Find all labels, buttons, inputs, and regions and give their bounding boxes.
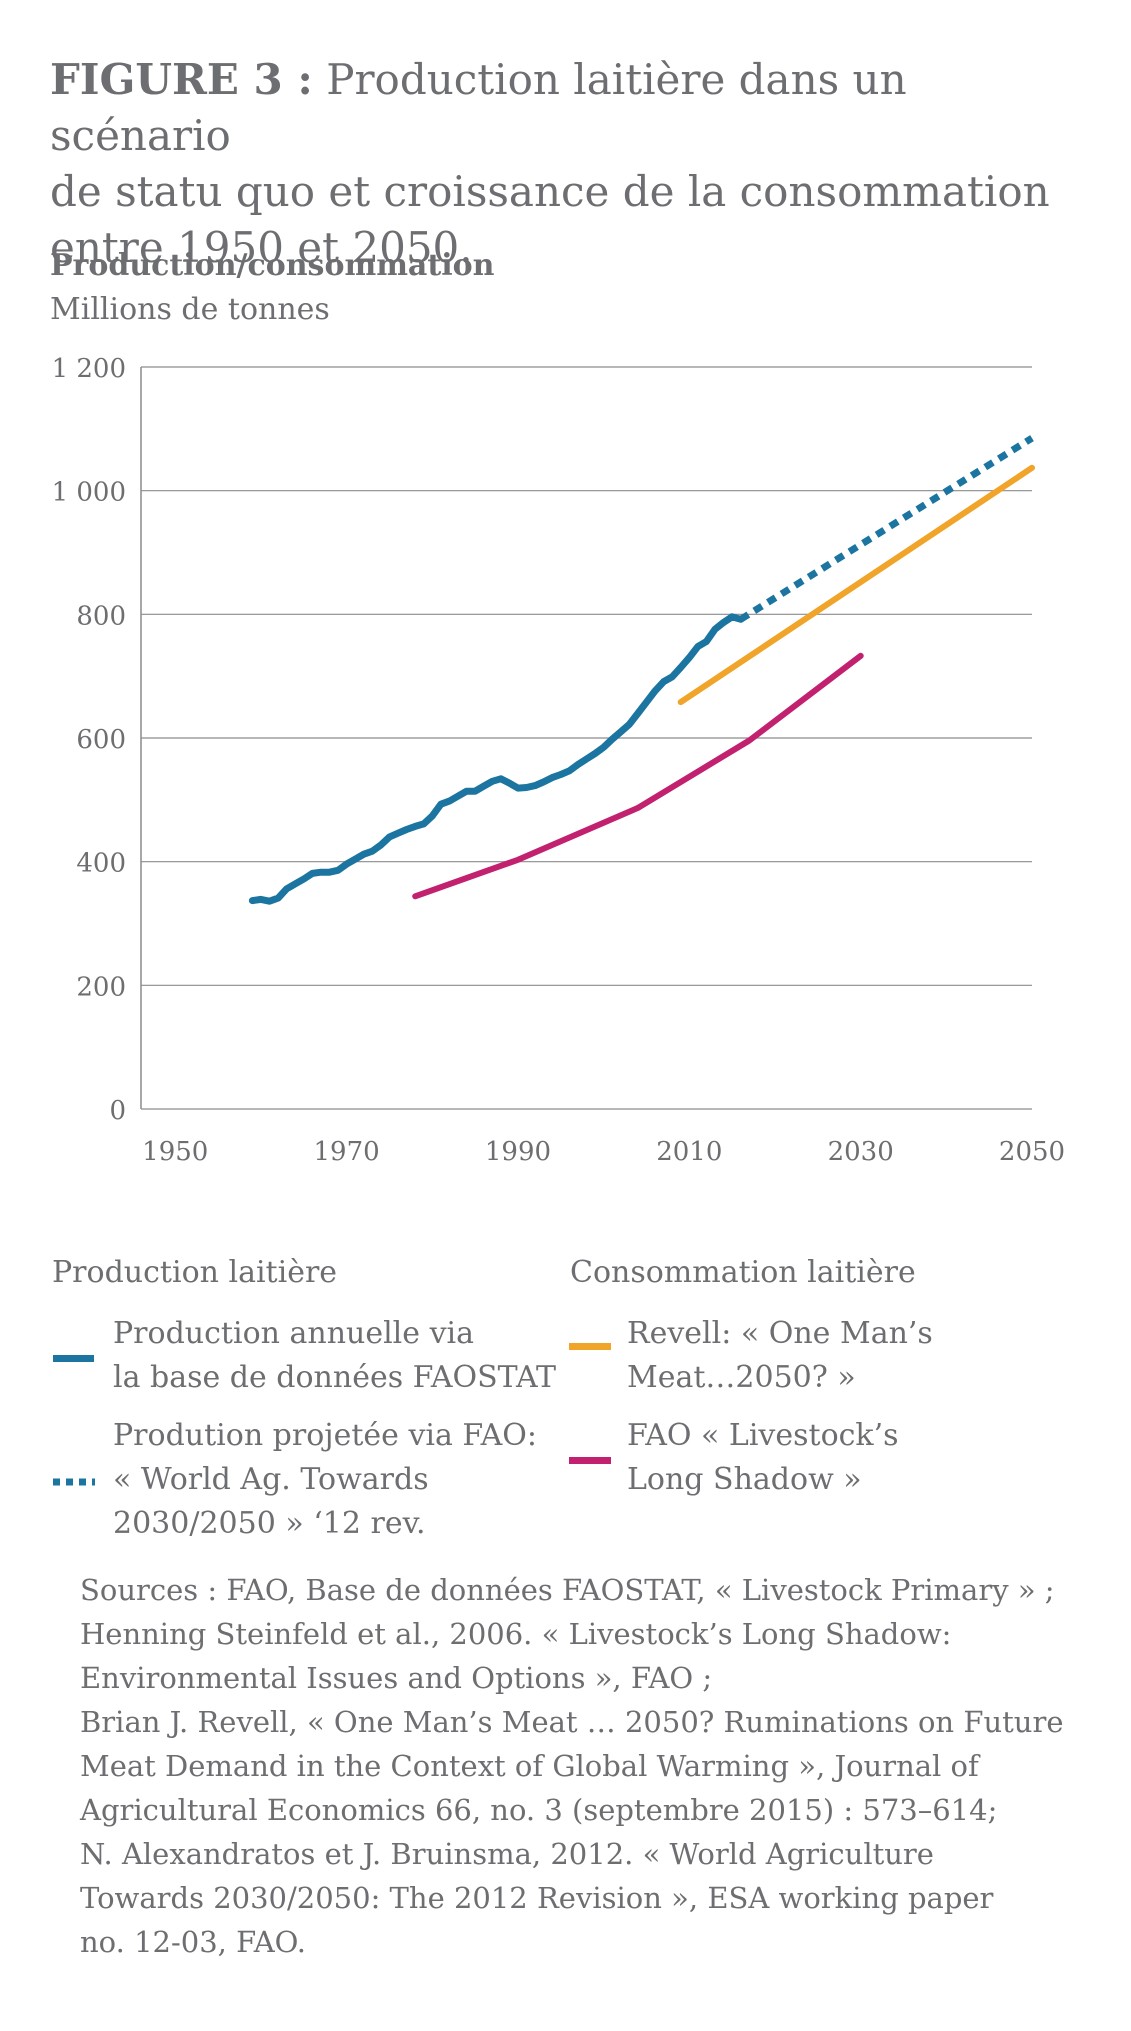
legend-text-line: « World Ag. Towards xyxy=(113,1462,429,1497)
figure-label: FIGURE 3 : xyxy=(50,55,313,104)
y-tick-label: 1 000 xyxy=(52,478,126,508)
x-tick-label: 2050 xyxy=(999,1137,1065,1167)
source-line: Meat Demand in the Context of Global War… xyxy=(80,1749,979,1783)
legend-text-line: Meat…2050? » xyxy=(627,1360,856,1395)
title-line-2: de statu quo et croissance de la consomm… xyxy=(50,167,1050,216)
legend-heading-production: Production laitière xyxy=(52,1255,338,1290)
y-tick-label: 1 200 xyxy=(52,354,126,384)
x-tick-label: 2030 xyxy=(828,1137,894,1167)
chart-title: FIGURE 3 : Production laitière dans un s… xyxy=(50,52,1090,276)
x-tick-label: 1950 xyxy=(142,1137,208,1167)
x-tick-label: 1990 xyxy=(485,1137,551,1167)
source-line: N. Alexandratos et J. Bruinsma, 2012. « … xyxy=(80,1837,934,1871)
source-line: Sources : FAO, Base de données FAOSTAT, … xyxy=(80,1573,1055,1607)
source-line: Environmental Issues and Options », FAO … xyxy=(80,1661,713,1695)
legend-text-line: 2030/2050 » ‘12 rev. xyxy=(113,1506,426,1541)
y-axis-label: Production/consommation xyxy=(50,248,495,283)
series-line-projection xyxy=(738,435,1034,623)
legend-text-line: la base de données FAOSTAT xyxy=(113,1360,557,1395)
source-line: Towards 2030/2050: The 2012 Revision », … xyxy=(80,1881,994,1915)
title-line-3: entre 1950 et 2050. xyxy=(50,223,473,272)
title-line-1: Production laitière dans un scénario xyxy=(50,55,907,160)
y-tick-label: 600 xyxy=(76,725,126,755)
legend-text-line: Production annuelle via xyxy=(113,1316,474,1351)
legend-text-line: Prodution projetée via FAO: xyxy=(113,1418,537,1453)
source-line: Agricultural Economics 66, no. 3 (septem… xyxy=(80,1793,998,1827)
source-line: Henning Steinfeld et al., 2006. « Livest… xyxy=(80,1617,952,1651)
source-line: no. 12-03, FAO. xyxy=(80,1925,306,1959)
grid-layer xyxy=(141,366,1032,1110)
line-chart: 0 200 400 600 800 1 000 1 200 1950 1970 1990 2010 2… xyxy=(52,354,1066,1167)
y-tick-label: 0 xyxy=(109,1096,126,1126)
y-tick-label: 400 xyxy=(76,849,126,879)
legend-swatch-production xyxy=(53,1355,94,1362)
legend-text-line: FAO « Livestock’s xyxy=(627,1418,899,1453)
series-layer xyxy=(248,435,1035,905)
legend-swatch-revell xyxy=(569,1343,611,1350)
sources-note: Sources : FAO, Base de données FAOSTAT, … xyxy=(80,1568,1090,1964)
axis-layer: 0 200 400 600 800 1 000 1 200 1950 1970 1990 2010 2… xyxy=(52,354,1066,1167)
legend-text-line: Revell: « One Man’s xyxy=(627,1316,933,1351)
y-tick-label: 800 xyxy=(76,601,126,631)
legend-item-fao: FAO « Livestock’s Long Shadow » xyxy=(627,1414,899,1502)
legend-swatch-projection xyxy=(53,1478,95,1486)
series-line-production xyxy=(248,613,745,905)
legend-text-line: Long Shadow » xyxy=(627,1462,862,1497)
legend-heading-consumption: Consommation laitière xyxy=(570,1255,916,1290)
legend-item-projection: Prodution projetée via FAO: « World Ag. … xyxy=(113,1414,537,1546)
series-line-revell xyxy=(677,464,1035,706)
series-line-fao_shadow xyxy=(412,652,864,900)
x-tick-label: 2010 xyxy=(656,1137,722,1167)
y-axis-unit: Millions de tonnes xyxy=(50,292,330,327)
x-tick-label: 1970 xyxy=(314,1137,380,1167)
legend-swatch-fao xyxy=(569,1457,611,1464)
legend-item-production: Production annuelle via la base de donné… xyxy=(113,1312,556,1400)
source-line: Brian J. Revell, « One Man’s Meat … 2050… xyxy=(80,1705,1064,1739)
y-tick-label: 200 xyxy=(76,972,126,1002)
legend-item-revell: Revell: « One Man’s Meat…2050? » xyxy=(627,1312,933,1400)
